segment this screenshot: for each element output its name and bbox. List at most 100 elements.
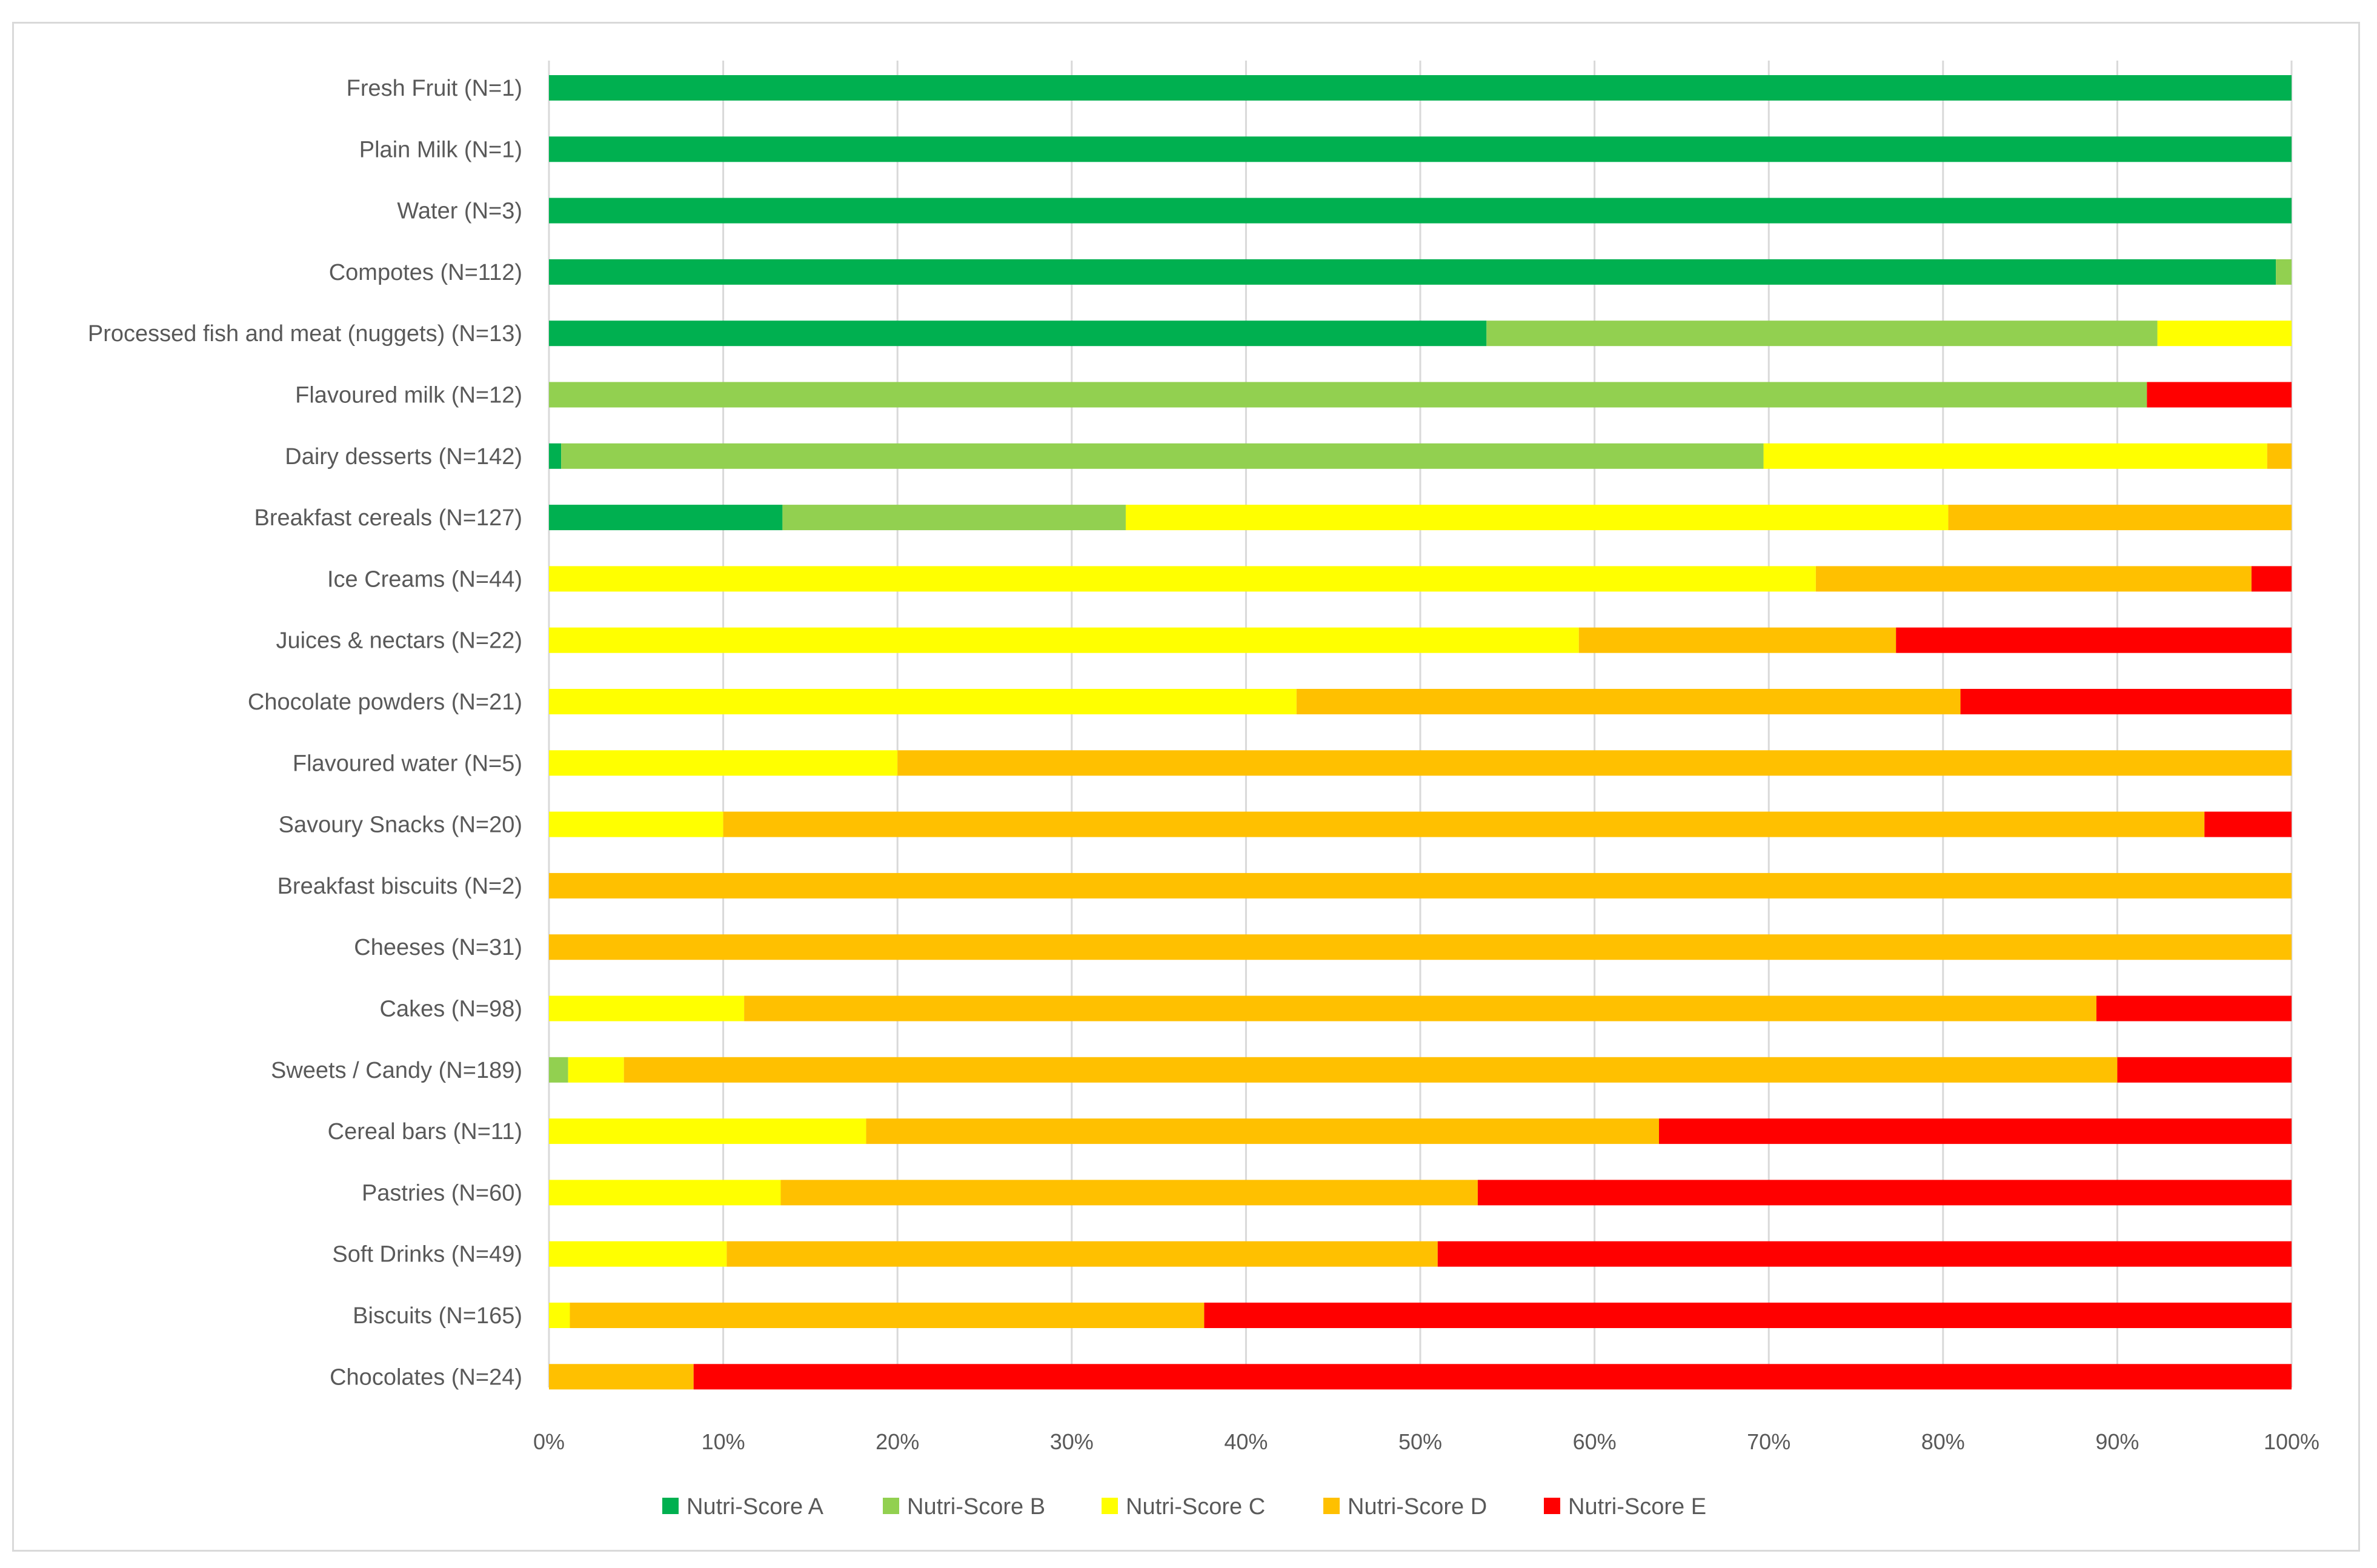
bar-nutri-score-e-pastries-n-60 [1477,1180,2292,1206]
legend-label-nutri-score-a: Nutri-Score A [687,1494,824,1520]
bar-nutri-score-b-breakfast-cereals-n-127 [782,505,1126,531]
bar-nutri-score-d-breakfast-cereals-n-127 [1948,505,2292,531]
bar-nutri-score-c-pastries-n-60 [549,1180,781,1206]
bar-nutri-score-c-ice-creams-n-44 [549,566,1816,592]
bar-nutri-score-d-breakfast-biscuits-n-2 [549,872,2292,899]
bar-nutri-score-d-flavoured-water-n-5 [897,750,2292,776]
x-tick-label: 20% [876,1429,919,1454]
bars [549,75,2292,1390]
legend-swatch-nutri-score-e [1544,1498,1560,1514]
category-label: Chocolates (N=24) [330,1364,522,1390]
bar-nutri-score-e-chocolates-n-24 [693,1364,2292,1390]
category-label: Sweets / Candy (N=189) [271,1058,522,1083]
category-label: Breakfast biscuits (N=2) [278,874,522,899]
bar-nutri-score-b-compotes-n-112 [2276,259,2292,285]
bar-nutri-score-a-plain-milk-n-1 [549,136,2292,162]
bar-nutri-score-a-dairy-desserts-n-142 [549,443,562,469]
x-tick-label: 100% [2264,1429,2319,1454]
legend-label-nutri-score-e: Nutri-Score E [1568,1494,1706,1520]
category-label: Chocolate powders (N=21) [248,689,522,715]
bar-nutri-score-d-cheeses-n-31 [549,934,2292,960]
bar-nutri-score-d-cakes-n-98 [744,995,2096,1022]
bar-nutri-score-b-processed-fish-and-meat-nuggets-n-13 [1486,321,2158,347]
category-label: Breakfast cereals (N=127) [254,505,522,531]
category-label: Biscuits (N=165) [353,1303,522,1329]
bar-nutri-score-d-biscuits-n-165 [570,1303,1205,1328]
bar-nutri-score-a-processed-fish-and-meat-nuggets-n-13 [549,321,1487,347]
category-label: Plain Milk (N=1) [359,137,522,162]
category-label: Water (N=3) [397,199,522,224]
bar-nutri-score-c-cakes-n-98 [549,995,745,1022]
bar-nutri-score-e-flavoured-milk-n-12 [2147,382,2292,408]
bar-nutri-score-d-ice-creams-n-44 [1815,566,2252,592]
category-label: Compotes (N=112) [329,260,522,285]
x-tick-label: 70% [1747,1429,1790,1454]
bar-nutri-score-c-sweets-candy-n-189 [568,1057,624,1083]
category-label: Flavoured milk (N=12) [295,383,522,408]
bar-nutri-score-b-flavoured-milk-n-12 [549,382,2147,408]
bar-nutri-score-c-breakfast-cereals-n-127 [1125,505,1949,531]
bar-nutri-score-c-biscuits-n-165 [549,1303,570,1328]
x-tick-label: 50% [1398,1429,1442,1454]
bar-nutri-score-d-soft-drinks-n-49 [726,1241,1438,1267]
legend-label-nutri-score-b: Nutri-Score B [907,1494,1045,1520]
x-tick-label: 90% [2095,1429,2139,1454]
x-tick-label: 0% [533,1429,565,1454]
legend-swatch-nutri-score-c [1102,1498,1118,1514]
x-tick-label: 80% [1921,1429,1965,1454]
bar-nutri-score-a-fresh-fruit-n-1 [549,75,2292,101]
bar-nutri-score-c-juices-nectars-n-22 [549,627,1579,653]
category-label: Processed fish and meat (nuggets) (N=13) [88,321,522,347]
bar-nutri-score-c-cereal-bars-n-11 [549,1118,866,1144]
category-label: Soft Drinks (N=49) [332,1242,522,1267]
bar-nutri-score-e-biscuits-n-165 [1204,1303,2292,1328]
bar-nutri-score-c-soft-drinks-n-49 [549,1241,727,1267]
bar-nutri-score-e-cereal-bars-n-11 [1659,1118,2292,1144]
bar-nutri-score-c-chocolate-powders-n-21 [549,689,1297,714]
bar-nutri-score-c-savoury-snacks-n-20 [549,811,723,837]
x-tick-label: 40% [1224,1429,1268,1454]
bar-nutri-score-d-chocolates-n-24 [549,1364,694,1390]
bar-nutri-score-d-savoury-snacks-n-20 [723,811,2205,837]
x-axis-tick-labels: 0% 10% 20% 30% 40% 50% 60% 70% 80% 90% 100% [533,1429,2319,1454]
category-label: Dairy desserts (N=142) [285,444,522,470]
category-label: Flavoured water (N=5) [293,751,522,776]
bar-nutri-score-d-chocolate-powders-n-21 [1296,689,1961,714]
category-labels: Fresh Fruit (N=1) Plain Milk (N=1) Water (… [88,76,522,1390]
category-label: Ice Creams (N=44) [327,566,522,592]
bar-nutri-score-c-flavoured-water-n-5 [549,750,898,776]
bar-nutri-score-e-soft-drinks-n-49 [1437,1241,2292,1267]
legend-swatch-nutri-score-a [662,1498,679,1514]
bar-nutri-score-e-cakes-n-98 [2096,995,2292,1022]
bar-nutri-score-e-ice-creams-n-44 [2251,566,2292,592]
bar-nutri-score-b-sweets-candy-n-189 [549,1057,568,1083]
x-tick-label: 10% [702,1429,745,1454]
bar-nutri-score-a-water-n-3 [549,198,2292,224]
bar-nutri-score-d-pastries-n-60 [780,1180,1478,1206]
legend-swatch-nutri-score-b [883,1498,899,1514]
category-label: Pastries (N=60) [362,1180,522,1206]
bar-nutri-score-b-dairy-desserts-n-142 [561,443,1764,469]
bar-nutri-score-c-processed-fish-and-meat-nuggets-n-13 [2157,321,2292,347]
bar-nutri-score-a-breakfast-cereals-n-127 [549,505,783,531]
bar-nutri-score-e-sweets-candy-n-189 [2117,1057,2292,1083]
bar-nutri-score-e-chocolate-powders-n-21 [1960,689,2292,714]
bar-nutri-score-d-dairy-desserts-n-142 [2267,443,2292,469]
bar-nutri-score-c-dairy-desserts-n-142 [1763,443,2267,469]
bar-nutri-score-d-cereal-bars-n-11 [866,1118,1660,1144]
category-label: Cheeses (N=31) [354,935,522,960]
category-label: Cereal bars (N=11) [328,1119,522,1144]
bar-nutri-score-e-savoury-snacks-n-20 [2204,811,2292,837]
bar-nutri-score-d-juices-nectars-n-22 [1578,627,1897,653]
category-label: Cakes (N=98) [380,997,522,1022]
legend-label-nutri-score-c: Nutri-Score C [1126,1494,1265,1520]
category-label: Fresh Fruit (N=1) [347,76,522,101]
category-label: Juices & nectars (N=22) [276,628,522,654]
legend-label-nutri-score-d: Nutri-Score D [1348,1494,1487,1520]
legend: Nutri-Score A Nutri-Score B Nutri-Score C N… [662,1494,1706,1520]
legend-swatch-nutri-score-d [1323,1498,1340,1514]
x-tick-label: 60% [1573,1429,1617,1454]
x-tick-label: 30% [1050,1429,1094,1454]
bar-nutri-score-d-sweets-candy-n-189 [623,1057,2118,1083]
